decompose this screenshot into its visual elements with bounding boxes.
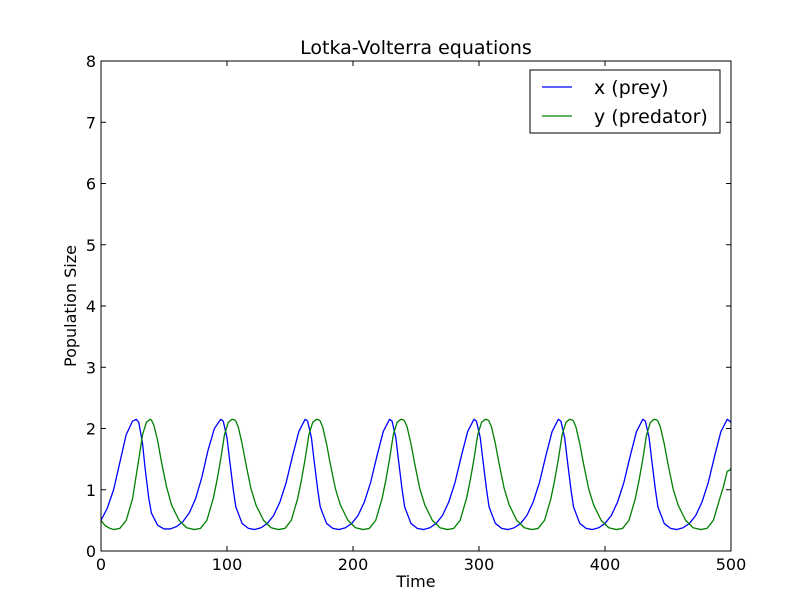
x-tick-label: 0 bbox=[96, 555, 106, 574]
series-line-predator bbox=[100, 418, 732, 531]
y-tick-label: 0 bbox=[86, 542, 96, 561]
legend: x (prey) y (predator) bbox=[529, 69, 721, 134]
x-tick-label: 400 bbox=[590, 555, 621, 574]
y-tick-label: 4 bbox=[86, 297, 96, 316]
x-tick-label: 500 bbox=[716, 555, 747, 574]
chart-title: Lotka-Volterra equations bbox=[300, 37, 532, 59]
y-tick-label: 5 bbox=[86, 236, 96, 255]
series-line-prey bbox=[100, 418, 732, 531]
y-tick-label: 3 bbox=[86, 358, 96, 377]
y-tick-label: 7 bbox=[86, 113, 96, 132]
legend-label-predator: y (predator) bbox=[594, 106, 708, 128]
x-tick-label: 100 bbox=[212, 555, 243, 574]
x-axis-ticks: 0 100 200 300 400 500 bbox=[96, 61, 746, 574]
y-tick-label: 1 bbox=[86, 481, 96, 500]
plot-lines bbox=[100, 418, 732, 531]
x-axis-label: Time bbox=[395, 572, 435, 591]
y-axis-label: Population Size bbox=[61, 245, 80, 367]
y-tick-label: 6 bbox=[86, 175, 96, 194]
x-tick-label: 200 bbox=[338, 555, 369, 574]
y-tick-label: 8 bbox=[86, 52, 96, 71]
y-axis-ticks: 0 1 2 3 4 5 6 7 8 bbox=[86, 52, 731, 561]
x-tick-label: 300 bbox=[464, 555, 495, 574]
y-tick-label: 2 bbox=[86, 420, 96, 439]
legend-label-prey: x (prey) bbox=[594, 77, 669, 99]
legend-box bbox=[529, 69, 721, 134]
